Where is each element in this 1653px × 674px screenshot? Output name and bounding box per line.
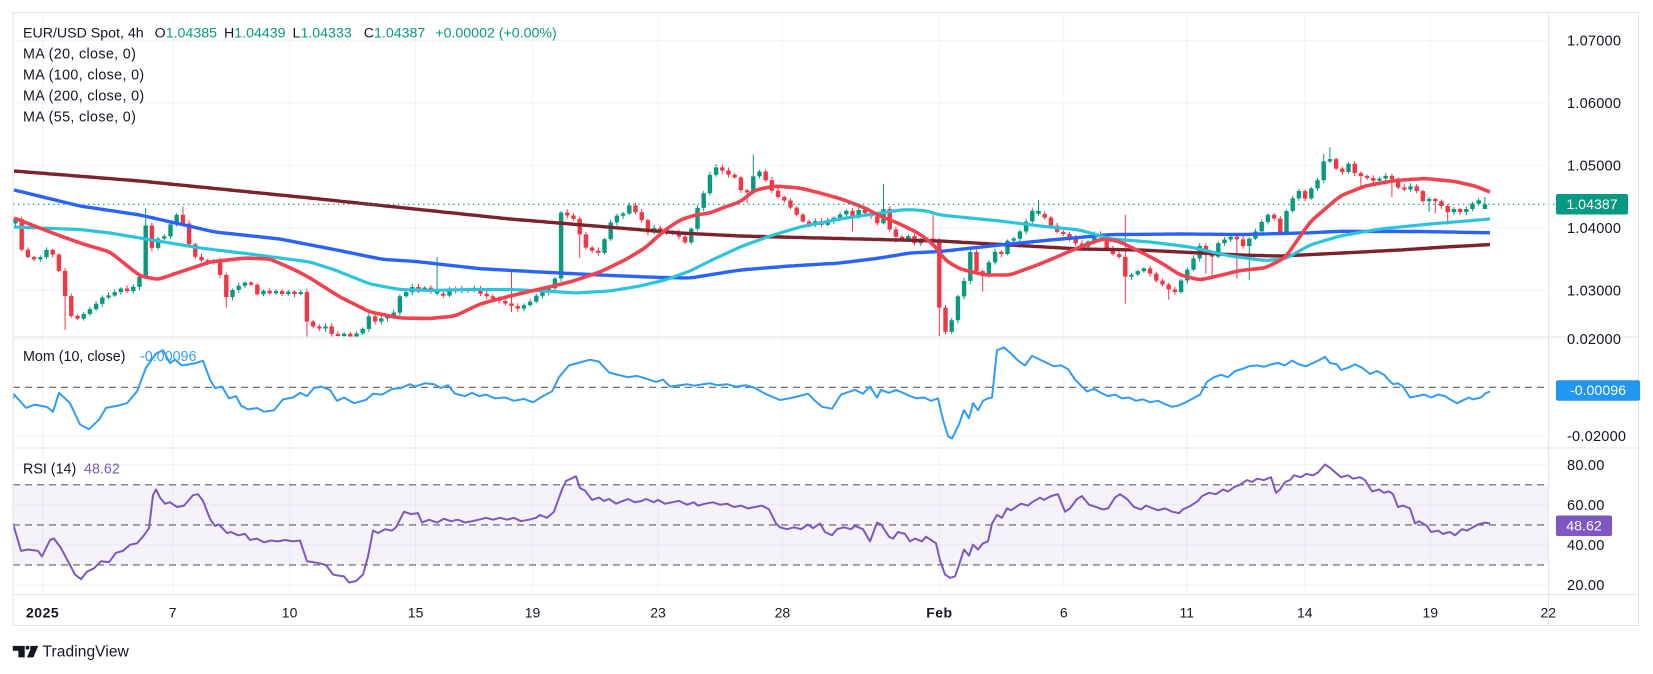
svg-text:1.05000: 1.05000 <box>1567 159 1621 175</box>
svg-text:RSI (14): RSI (14) <box>23 462 76 478</box>
svg-text:MA (20, close, 0): MA (20, close, 0) <box>23 46 136 62</box>
svg-text:7: 7 <box>169 604 177 620</box>
svg-text:TradingView: TradingView <box>43 644 130 661</box>
svg-text:6: 6 <box>1060 604 1068 620</box>
svg-text:-0.00096: -0.00096 <box>1570 383 1626 399</box>
svg-text:MA (200, close, 0): MA (200, close, 0) <box>23 88 145 104</box>
svg-text:1.04387: 1.04387 <box>1566 197 1617 213</box>
svg-text:19: 19 <box>525 604 541 620</box>
svg-text:1.07000: 1.07000 <box>1567 34 1621 50</box>
svg-text:80.00: 80.00 <box>1567 458 1605 474</box>
svg-text:-0.02000: -0.02000 <box>1567 429 1626 445</box>
svg-text:MA (100, close, 0): MA (100, close, 0) <box>23 67 145 83</box>
svg-text:14: 14 <box>1297 604 1313 620</box>
svg-text:1.04000: 1.04000 <box>1567 221 1621 237</box>
svg-text:-0.00096: -0.00096 <box>140 349 196 365</box>
svg-text:28: 28 <box>775 604 791 620</box>
svg-text:Mom (10, close): Mom (10, close) <box>23 349 126 365</box>
svg-text:48.62: 48.62 <box>84 462 120 478</box>
svg-text:40.00: 40.00 <box>1567 538 1605 554</box>
svg-text:23: 23 <box>650 604 666 620</box>
svg-text:10: 10 <box>282 604 298 620</box>
svg-text:11: 11 <box>1180 604 1195 620</box>
svg-text:48.62: 48.62 <box>1566 519 1602 535</box>
svg-text:2025: 2025 <box>26 604 59 620</box>
svg-text:60.00: 60.00 <box>1567 498 1605 514</box>
svg-text:0.02000: 0.02000 <box>1567 332 1621 348</box>
svg-text:15: 15 <box>408 604 424 620</box>
svg-text:20.00: 20.00 <box>1567 578 1605 594</box>
svg-text:1.03000: 1.03000 <box>1567 283 1621 299</box>
svg-text:22: 22 <box>1541 604 1557 620</box>
svg-text:19: 19 <box>1423 604 1439 620</box>
svg-text:1.06000: 1.06000 <box>1567 96 1621 112</box>
svg-text:Feb: Feb <box>926 604 952 620</box>
svg-text:MA (55, close, 0): MA (55, close, 0) <box>23 109 136 125</box>
